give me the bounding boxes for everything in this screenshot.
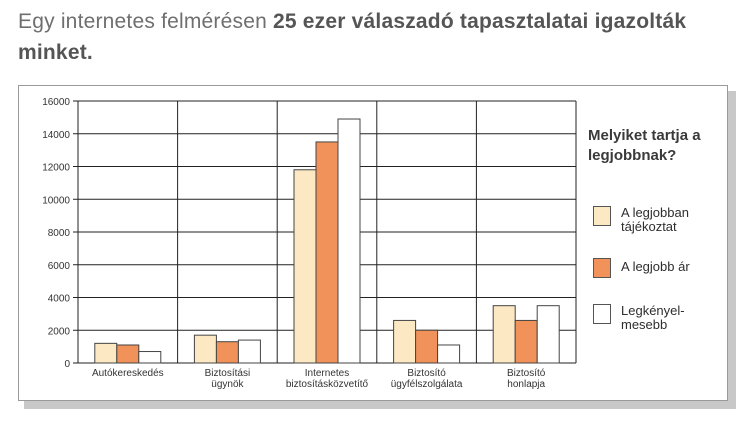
legend-swatch-best-price (593, 258, 611, 278)
bar (139, 352, 161, 363)
x-tick-label: Biztosító (507, 368, 546, 379)
legend-label-best-price: A legjobb ár (621, 260, 711, 274)
y-tick-label: 10000 (42, 195, 70, 206)
legend-title: Melyiket tartja a legjobbnak? (588, 126, 738, 166)
bar (294, 170, 316, 363)
legend-swatch-informative (593, 206, 611, 226)
y-tick-label: 4000 (48, 294, 71, 305)
y-tick-label: 16000 (42, 97, 70, 108)
legend-item-most-convenient: Legkényel-mesebb (593, 304, 711, 332)
y-tick-label: 14000 (42, 130, 70, 141)
bar (438, 345, 460, 363)
x-tick-label: biztosításközvetítő (286, 379, 369, 390)
bar (394, 320, 416, 363)
bar (515, 320, 537, 363)
bar (537, 306, 559, 363)
x-tick-label: Biztosító (407, 368, 446, 379)
y-tick-label: 8000 (48, 228, 71, 239)
bar (416, 330, 438, 363)
bar (216, 342, 238, 363)
x-tick-label: honlapja (507, 379, 545, 390)
bar (117, 345, 139, 363)
x-tick-label: Autókereskedés (92, 368, 164, 379)
legend-label-most-convenient: Legkényel-mesebb (621, 304, 711, 332)
y-tick-label: 0 (64, 359, 70, 370)
bar (316, 142, 338, 363)
y-tick-label: 6000 (48, 261, 71, 272)
bar (238, 340, 260, 363)
y-tick-label: 2000 (48, 326, 71, 337)
legend-label-informative: A legjobban tájékoztat (621, 206, 711, 234)
x-tick-label: Biztosítási (205, 368, 251, 379)
legend-item-informative: A legjobban tájékoztat (593, 206, 711, 234)
x-tick-label: Internetes (305, 368, 349, 379)
legend-item-best-price: A legjobb ár (593, 258, 711, 278)
bar (338, 119, 360, 363)
x-tick-label: ügyfélszolgálata (391, 379, 463, 390)
bar (194, 335, 216, 363)
x-tick-label: ügynök (211, 379, 244, 390)
y-tick-label: 12000 (42, 163, 70, 174)
bar (95, 343, 117, 363)
bar (493, 306, 515, 363)
legend-swatch-most-convenient (593, 304, 611, 324)
